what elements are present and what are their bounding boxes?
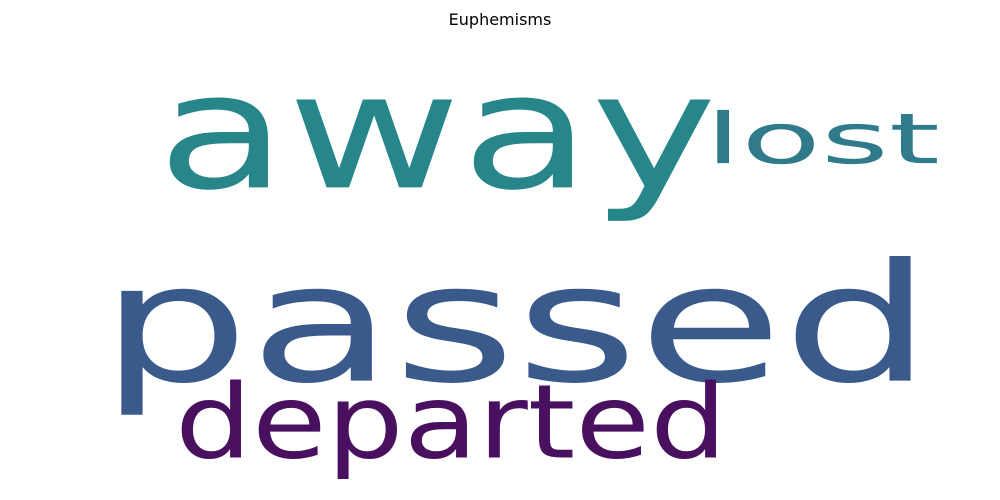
word-away: away [157,39,717,226]
word-lost: lost [705,98,940,180]
word-passed: passed [100,228,932,419]
word-departed: departed [175,363,727,482]
chart-title: Euphemisms [448,10,552,29]
